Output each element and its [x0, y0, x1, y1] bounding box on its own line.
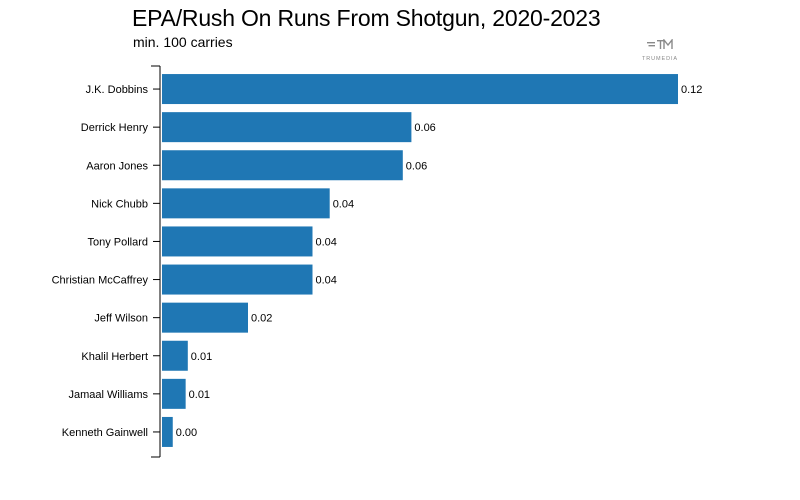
value-label-2: 0.06 — [406, 160, 427, 172]
bar-0 — [162, 74, 678, 105]
y-tick-label-8: Jamaal Williams — [69, 389, 149, 401]
value-label-7: 0.01 — [191, 351, 212, 363]
y-tick-label-6: Jeff Wilson — [94, 313, 148, 325]
chart-title: EPA/Rush On Runs From Shotgun, 2020-2023 — [132, 5, 601, 31]
bar-1 — [162, 112, 412, 143]
trumedia-logo: TRUMEDIA — [638, 37, 682, 62]
value-label-4: 0.04 — [316, 236, 337, 248]
value-label-9: 0.00 — [176, 427, 197, 439]
value-label-6: 0.02 — [251, 313, 272, 325]
value-label-1: 0.06 — [414, 122, 435, 134]
value-label-5: 0.04 — [316, 275, 337, 287]
value-label-3: 0.04 — [333, 198, 354, 210]
bar-2 — [162, 150, 403, 181]
y-tick-label-4: Tony Pollard — [87, 236, 148, 248]
bar-4 — [162, 226, 313, 257]
y-tick-label-7: Khalil Herbert — [81, 351, 148, 363]
chart-subtitle: min. 100 carries — [133, 34, 233, 50]
trumedia-logo-icon — [647, 38, 673, 49]
y-tick-label-9: Kenneth Gainwell — [62, 427, 148, 439]
bar-6 — [162, 302, 248, 333]
bar-5 — [162, 264, 313, 295]
bar-9 — [162, 416, 173, 447]
y-tick-label-5: Christian McCaffrey — [52, 275, 149, 287]
y-tick-label-3: Nick Chubb — [91, 198, 148, 210]
bar-3 — [162, 188, 330, 219]
y-tick-label-2: Aaron Jones — [86, 160, 148, 172]
y-tick-label-1: Derrick Henry — [81, 122, 149, 134]
logo-text: TRUMEDIA — [642, 56, 678, 62]
value-label-0: 0.12 — [681, 84, 702, 96]
bar-7 — [162, 340, 188, 371]
value-label-8: 0.01 — [189, 389, 210, 401]
bar-8 — [162, 378, 186, 409]
y-tick-label-0: J.K. Dobbins — [86, 84, 149, 96]
bars-layer: J.K. Dobbins 0.12 Derrick Henry 0.06 Aaron J… — [52, 74, 702, 447]
